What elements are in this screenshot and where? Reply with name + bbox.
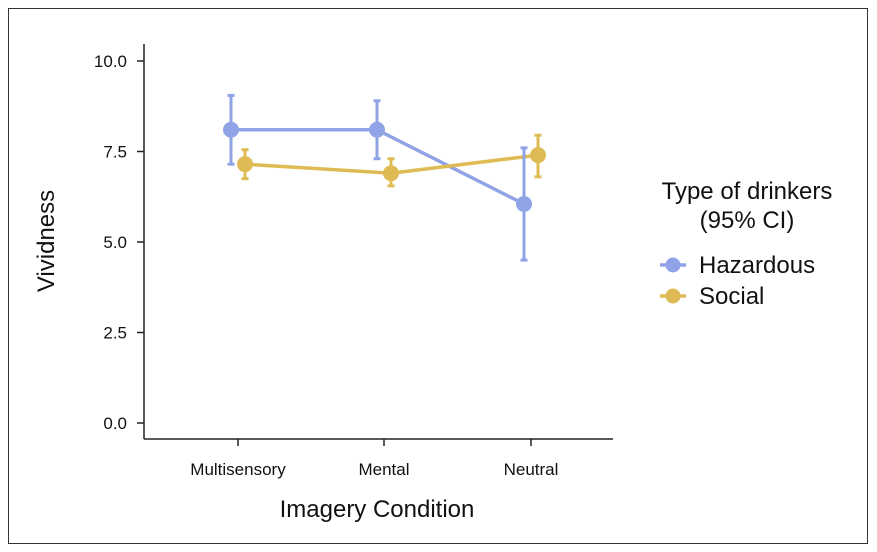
y-tick-label: 7.5 (103, 143, 127, 162)
legend-key-point (665, 257, 681, 273)
y-ticks: 0.0 2.5 5.0 7.5 10.0 (94, 52, 144, 433)
y-tick-label: 5.0 (103, 233, 127, 252)
legend-title-line2: (95% CI) (700, 207, 795, 234)
y-tick-label: 10.0 (94, 52, 127, 71)
y-axis-label: Vividness (33, 190, 60, 292)
x-tick-label: Multisensory (190, 460, 286, 479)
data-point-hazardous (516, 195, 532, 212)
data-point-hazardous (223, 121, 239, 138)
y-tick-label: 2.5 (103, 324, 127, 343)
data-point-social (383, 165, 399, 182)
series-layer (223, 93, 546, 262)
legend-key-point (665, 288, 681, 304)
x-axis-label: Imagery Condition (280, 496, 475, 523)
y-tick-label: 0.0 (103, 414, 127, 433)
legend-title-line1: Type of drinkers (662, 178, 833, 205)
legend-items: Hazardous Social (660, 252, 815, 310)
interaction-plot: 0.0 2.5 5.0 7.5 10.0 Multisensory Mental Neutr… (33, 44, 832, 523)
legend-label-hazardous: Hazardous (699, 252, 815, 279)
figure-frame: 0.0 2.5 5.0 7.5 10.0 Multisensory Mental Neutr… (8, 8, 868, 544)
data-point-hazardous (369, 121, 385, 138)
legend-label-social: Social (699, 283, 764, 310)
data-point-social (237, 156, 253, 173)
x-tick-label: Mental (358, 460, 409, 479)
legend: Type of drinkers (95% CI) Hazardous Socia… (660, 178, 832, 310)
data-point-social (530, 147, 546, 164)
x-tick-label: Neutral (504, 460, 559, 479)
x-ticks: Multisensory Mental Neutral (190, 439, 558, 479)
